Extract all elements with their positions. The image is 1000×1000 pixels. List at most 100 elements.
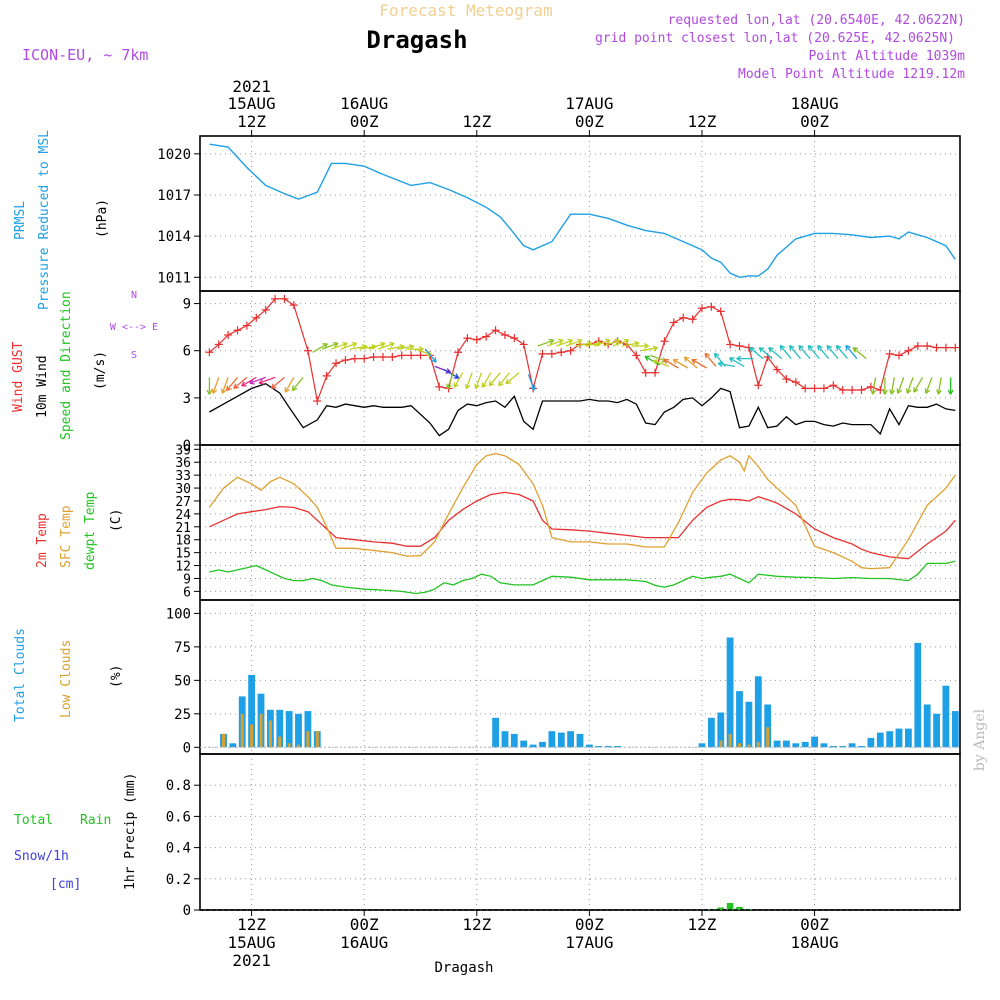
wind-gust-marker (895, 351, 904, 360)
wind-gust-marker (838, 386, 847, 394)
wind-direction-arrow (481, 372, 492, 388)
wind-gust-marker (510, 334, 519, 343)
wind-gust-marker (271, 294, 280, 303)
model-label: ICON-EU, ~ 7km (22, 46, 148, 64)
temp-unit: (C) (109, 509, 124, 532)
wind-direction-arrow (845, 344, 858, 360)
wind-direction-arrow (736, 355, 754, 362)
wind-direction-arrow (241, 376, 257, 387)
wind-gust-marker (280, 294, 289, 303)
rain-bar (726, 903, 734, 910)
total-clouds-bar (811, 736, 818, 748)
wind-direction-arrow (249, 376, 266, 385)
wind-direction-arrow (291, 376, 304, 392)
total-clouds-bar (304, 711, 312, 748)
wind-direction-arrow (826, 344, 839, 360)
wind-10m-line (209, 382, 956, 437)
total-clouds-bar (914, 642, 922, 748)
wind-direction-arrow (321, 341, 339, 350)
low-clouds-bar (240, 713, 244, 748)
pressure-label-msl: Pressure Reduced to MSL (37, 130, 52, 310)
wind-gust-marker (801, 384, 810, 393)
rain-bar (736, 906, 743, 910)
wind-gust-marker (557, 348, 566, 357)
time-tick-top-hour: 12Z (462, 112, 491, 131)
total-clouds-bar (717, 712, 725, 748)
panel-frame (199, 599, 961, 755)
wind-gust-marker (791, 378, 800, 387)
total-clouds-bar (698, 743, 706, 748)
total-clouds-bar (229, 743, 237, 748)
wind-gust-marker (547, 349, 556, 358)
model-altitude: Model Point Altitude 1219.12m (738, 67, 965, 82)
total-clouds-bar (708, 717, 715, 748)
y-tick-label: 3 (183, 391, 191, 407)
total-clouds-bar (248, 675, 255, 748)
total-clouds-bar (510, 733, 518, 748)
time-tick-top-date: 17AUG (565, 94, 613, 113)
total-clouds-bar (595, 746, 603, 748)
precip-total-label: Total (14, 813, 53, 828)
total-clouds-bar (614, 746, 621, 748)
wind-direction-arrow (220, 377, 229, 394)
requested-location: requested lon,lat (20.6540E, 42.0622N) (668, 13, 965, 28)
wind-direction-arrow (340, 341, 358, 350)
total-clouds-bar (839, 746, 847, 748)
wind-direction-arrow (663, 358, 679, 369)
wind-direction-arrow (546, 338, 564, 347)
rain-bar (717, 907, 725, 910)
wind-gust-marker (388, 353, 397, 361)
wind-gust-marker (322, 371, 331, 380)
y-tick-label: 1017 (157, 188, 191, 204)
time-tick-bottom-hour: 12Z (237, 915, 266, 934)
wind-direction-arrow (924, 377, 933, 394)
wind-gust-marker (651, 368, 660, 377)
low-clouds-label: Low Clouds (59, 640, 74, 718)
time-tick-bottom-hour: 00Z (800, 915, 829, 934)
panel-frame (199, 444, 961, 601)
low-clouds-bar (250, 724, 254, 748)
wind-direction-arrow (211, 377, 220, 394)
y-tick-label: 1011 (157, 270, 191, 286)
wind-gust-marker (407, 351, 416, 360)
y-tick-label: 30 (175, 482, 191, 497)
pressure-unit: (hPa) (95, 199, 110, 238)
y-tick-label: 33 (175, 469, 191, 484)
low-clouds-bar (259, 713, 263, 748)
wind-direction-arrow (798, 344, 811, 360)
total-clouds-label: Total Clouds (13, 628, 28, 722)
wind-gust-line (209, 298, 956, 404)
y-tick-label: 27 (175, 495, 191, 510)
wind-direction-arrow (640, 345, 659, 352)
y-tick-label: 25 (174, 707, 191, 723)
wind-direction-arrow (947, 377, 954, 395)
wind-direction-arrow (527, 374, 536, 391)
wind-direction-arrow (556, 338, 573, 347)
temp-dewpt-line (209, 560, 956, 595)
wind-gust-marker (472, 335, 481, 344)
wind-unit: (m/s) (93, 351, 108, 390)
y-tick-label: 9 (183, 572, 191, 587)
total-clouds-bar (886, 731, 894, 748)
precip-rain-label: Rain (80, 813, 111, 828)
time-tick-top-date: 16AUG (340, 94, 388, 113)
low-clouds-bar (747, 744, 751, 748)
wind-gust-marker (904, 346, 913, 355)
total-clouds-bar (529, 744, 537, 748)
wind-gust-marker (519, 340, 528, 349)
wind-gust-marker (697, 304, 706, 313)
wind-gust-marker (500, 331, 509, 339)
chart-title: Dragash (366, 26, 467, 54)
total-clouds-bar (557, 732, 565, 748)
wind-direction-arrow (565, 338, 583, 347)
compass-north: N (131, 290, 137, 301)
time-tick-bottom-date: 17AUG (565, 933, 613, 952)
y-tick-label: 0.2 (166, 872, 191, 888)
wind-direction-arrow (936, 377, 942, 395)
clouds-unit: (%) (109, 665, 124, 688)
y-tick-label: 75 (174, 640, 191, 656)
wind-gust-marker (416, 351, 425, 360)
total-clouds-bar (567, 731, 574, 748)
wind-gust-marker (242, 321, 251, 330)
total-clouds-bar (951, 711, 959, 748)
